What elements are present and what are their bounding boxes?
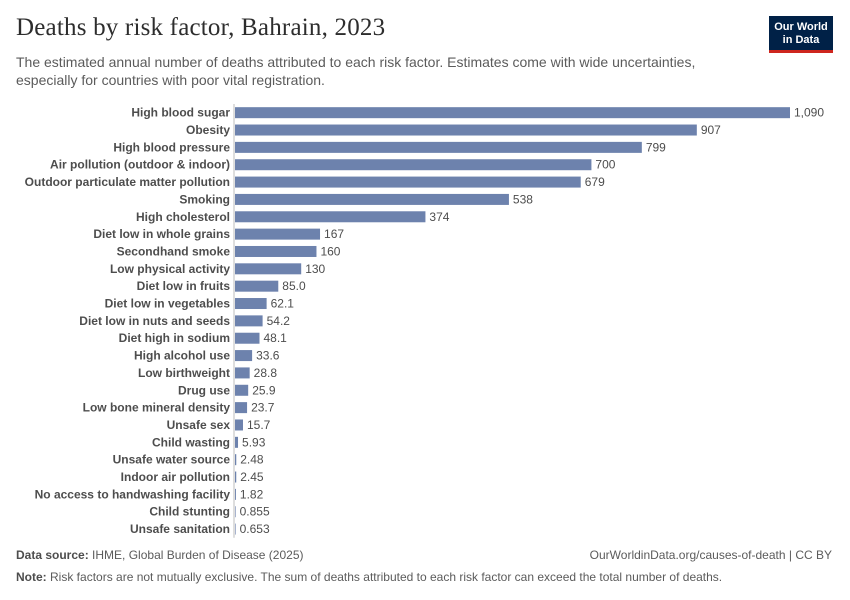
category-label: Air pollution (outdoor & indoor) bbox=[50, 158, 230, 172]
value-label: 907 bbox=[701, 123, 721, 137]
bar[interactable] bbox=[235, 332, 260, 344]
category-label: High alcohol use bbox=[134, 349, 230, 363]
bar[interactable] bbox=[235, 454, 237, 466]
category-label: Outdoor particulate matter pollution bbox=[25, 175, 230, 189]
source-text[interactable]: IHME, Global Burden of Disease (2025) bbox=[92, 548, 304, 562]
value-label: 15.7 bbox=[247, 418, 271, 432]
value-label: 1.82 bbox=[240, 487, 264, 501]
bar[interactable] bbox=[235, 419, 243, 431]
bar[interactable] bbox=[235, 298, 267, 310]
bar[interactable] bbox=[235, 436, 239, 448]
bar[interactable] bbox=[235, 384, 249, 396]
value-label: 2.45 bbox=[240, 470, 264, 484]
logo-text: Our World in Data bbox=[774, 21, 828, 46]
bar[interactable] bbox=[235, 350, 253, 362]
category-label: Low physical activity bbox=[110, 262, 230, 276]
bar[interactable] bbox=[235, 211, 426, 223]
value-label: 538 bbox=[513, 192, 533, 206]
category-label: Unsafe sanitation bbox=[130, 522, 230, 536]
bar[interactable] bbox=[235, 107, 790, 119]
category-label: Unsafe water source bbox=[113, 453, 231, 467]
value-label: 2.48 bbox=[240, 453, 264, 467]
value-label: 0.653 bbox=[240, 522, 270, 536]
bar[interactable] bbox=[235, 471, 237, 483]
category-label: Diet high in sodium bbox=[119, 331, 230, 345]
bar[interactable] bbox=[235, 124, 697, 136]
category-label: Low birthweight bbox=[138, 366, 230, 380]
value-label: 679 bbox=[585, 175, 605, 189]
value-label: 160 bbox=[320, 244, 340, 258]
category-label: Indoor air pollution bbox=[121, 470, 230, 484]
owid-logo[interactable]: Our World in Data bbox=[769, 16, 833, 53]
source-label: Data source: bbox=[16, 548, 89, 562]
category-label: High blood sugar bbox=[131, 106, 230, 120]
value-label: 5.93 bbox=[242, 435, 266, 449]
bar[interactable] bbox=[235, 159, 592, 171]
category-label: High cholesterol bbox=[136, 210, 230, 224]
value-label: 85.0 bbox=[282, 279, 306, 293]
bar[interactable] bbox=[235, 506, 236, 518]
value-label: 54.2 bbox=[267, 314, 291, 328]
bar[interactable] bbox=[235, 263, 302, 275]
bar[interactable] bbox=[235, 228, 321, 240]
chart-title: Deaths by risk factor, Bahrain, 2023 bbox=[16, 14, 386, 41]
bar[interactable] bbox=[235, 523, 236, 535]
category-label: Low bone mineral density bbox=[83, 401, 231, 415]
bar[interactable] bbox=[235, 141, 642, 153]
bar[interactable] bbox=[235, 315, 263, 327]
category-label: Diet low in nuts and seeds bbox=[79, 314, 230, 328]
chart-subtitle: The estimated annual number of deaths at… bbox=[16, 54, 696, 88]
value-label: 1,090 bbox=[794, 106, 824, 120]
value-label: 799 bbox=[646, 140, 666, 154]
value-label: 25.9 bbox=[252, 383, 276, 397]
value-label: 374 bbox=[429, 210, 449, 224]
category-label: Diet low in whole grains bbox=[93, 227, 230, 241]
category-label: No access to handwashing facility bbox=[35, 487, 231, 501]
bar[interactable] bbox=[235, 280, 279, 292]
category-label: Diet low in vegetables bbox=[105, 297, 231, 311]
bar[interactable] bbox=[235, 402, 248, 414]
category-label: Obesity bbox=[186, 123, 230, 137]
footnote: Note: Risk factors are not mutually excl… bbox=[16, 570, 722, 584]
note-text: Risk factors are not mutually exclusive.… bbox=[50, 570, 723, 584]
value-label: 62.1 bbox=[271, 297, 295, 311]
value-label: 167 bbox=[324, 227, 344, 241]
value-label: 48.1 bbox=[263, 331, 287, 345]
category-label: Secondhand smoke bbox=[117, 244, 231, 258]
category-label: Child stunting bbox=[149, 505, 230, 519]
bar[interactable] bbox=[235, 176, 581, 188]
value-label: 33.6 bbox=[256, 349, 280, 363]
category-label: Drug use bbox=[178, 383, 230, 397]
category-label: Smoking bbox=[179, 192, 230, 206]
data-source: Data source: IHME, Global Burden of Dise… bbox=[16, 548, 303, 562]
category-label: Diet low in fruits bbox=[137, 279, 231, 293]
category-label: Child wasting bbox=[152, 435, 230, 449]
category-label: High blood pressure bbox=[113, 140, 230, 154]
bar[interactable] bbox=[235, 193, 509, 205]
value-label: 130 bbox=[305, 262, 325, 276]
bar[interactable] bbox=[235, 367, 250, 379]
value-label: 700 bbox=[595, 158, 615, 172]
note-label: Note: bbox=[16, 570, 47, 584]
value-label: 23.7 bbox=[251, 401, 275, 415]
bar[interactable] bbox=[235, 245, 317, 257]
value-label: 0.855 bbox=[240, 505, 270, 519]
license-link[interactable]: OurWorldinData.org/causes-of-death | CC … bbox=[589, 548, 832, 562]
value-label: 28.8 bbox=[254, 366, 278, 380]
category-label: Unsafe sex bbox=[167, 418, 231, 432]
bar[interactable] bbox=[235, 488, 236, 500]
